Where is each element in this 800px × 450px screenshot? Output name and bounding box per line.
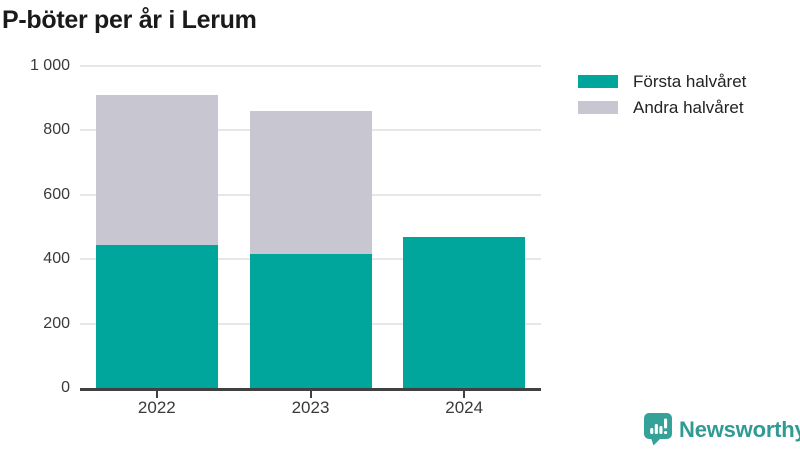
plot-area bbox=[80, 65, 541, 388]
y-axis: 0 200 400 600 800 1 000 bbox=[0, 57, 70, 396]
legend-label-forsta-halvaret: Första halvåret bbox=[633, 71, 747, 91]
gridline-1000 bbox=[80, 65, 541, 67]
x-tick-2023 bbox=[309, 391, 312, 398]
legend-swatch-andra-halvaret bbox=[578, 101, 618, 114]
bar-segment-2023-f-rsta-halv-ret bbox=[249, 254, 372, 388]
x-tick-label-2022: 2022 bbox=[137, 398, 176, 417]
y-tick-label-0: 0 bbox=[61, 379, 70, 396]
bar-group-2022 bbox=[95, 66, 218, 388]
bar-segment-2022-andra-halv-ret bbox=[95, 95, 218, 245]
x-tick-2024 bbox=[463, 391, 466, 398]
bar-group-2024 bbox=[403, 66, 526, 388]
brand-name: Newsworthy bbox=[679, 416, 800, 442]
legend-swatch-forsta-halvaret bbox=[578, 75, 618, 88]
x-tick-2022 bbox=[155, 391, 158, 398]
newsworthy-logo-link[interactable]: Newsworthy bbox=[644, 413, 800, 446]
y-tick-label-200: 200 bbox=[43, 314, 70, 332]
legend: Första halvåret Andra halvåret bbox=[578, 72, 746, 117]
x-tick-label-2024: 2024 bbox=[445, 398, 484, 417]
x-axis-line bbox=[80, 388, 541, 391]
bar-group-2023 bbox=[249, 66, 372, 388]
y-tick-label-800: 800 bbox=[43, 121, 70, 139]
chart-title: P-böter per år i Lerum bbox=[2, 6, 257, 34]
y-tick-label-1000: 1 000 bbox=[29, 57, 70, 74]
legend-item-forsta-halvaret: Första halvåret bbox=[578, 72, 746, 91]
bar-segment-2024-f-rsta-halv-ret bbox=[403, 236, 526, 388]
bar-segment-2022-f-rsta-halv-ret bbox=[95, 244, 218, 388]
bar-segment-2023-andra-halv-ret bbox=[249, 111, 372, 255]
legend-item-andra-halvaret: Andra halvåret bbox=[578, 98, 746, 117]
newsworthy-bar-chart-bubble-icon bbox=[644, 413, 672, 446]
x-tick-label-2023: 2023 bbox=[291, 398, 330, 417]
y-tick-label-600: 600 bbox=[43, 185, 70, 203]
legend-label-andra-halvaret: Andra halvåret bbox=[633, 97, 744, 117]
y-tick-label-400: 400 bbox=[43, 250, 70, 268]
